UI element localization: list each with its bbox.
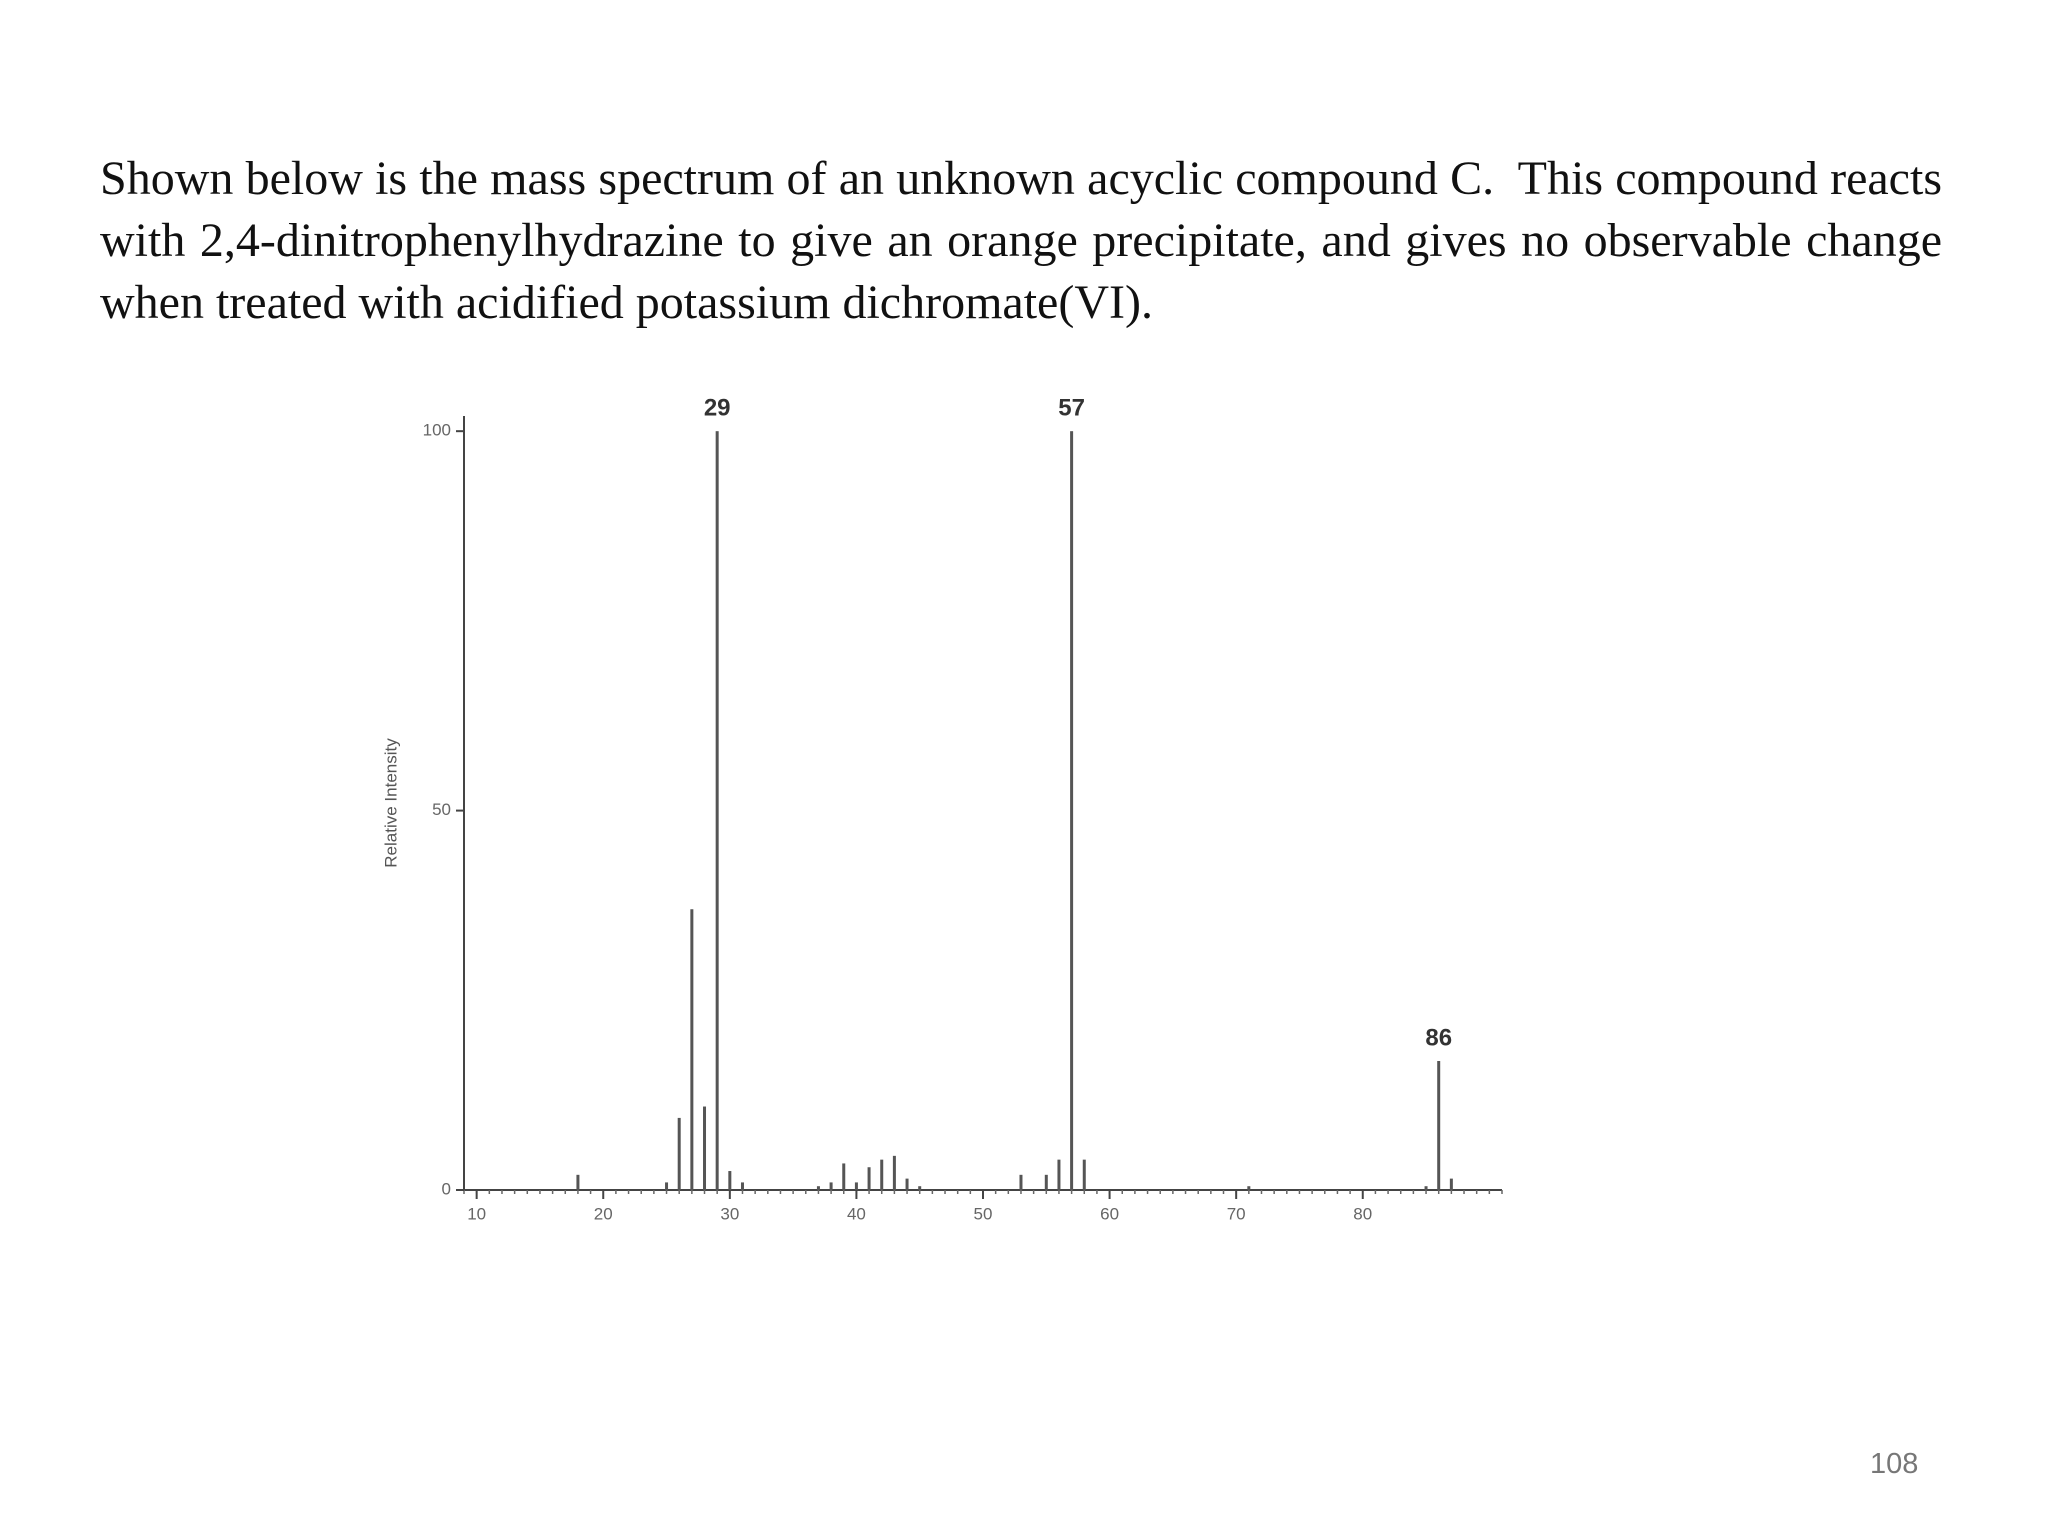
x-tick-label: 50: [974, 1204, 993, 1223]
peak: [880, 1159, 884, 1190]
peak: [854, 1182, 858, 1190]
peak: [918, 1186, 922, 1190]
x-tick-label: 20: [594, 1204, 613, 1223]
y-tick-label: 50: [432, 800, 451, 819]
x-tick-label: 60: [1100, 1204, 1119, 1223]
peak: [1019, 1174, 1023, 1190]
peak: [1247, 1186, 1251, 1190]
peak: [829, 1182, 833, 1190]
peak: [1082, 1159, 1086, 1190]
peak-label: 57: [1058, 395, 1085, 422]
x-tick-label: 30: [720, 1204, 739, 1223]
peak: [690, 909, 694, 1190]
peak: [1424, 1186, 1428, 1190]
peak: [1437, 1061, 1441, 1190]
question-text: Shown below is the mass spectrum of an u…: [100, 152, 1954, 329]
x-tick-label: 40: [847, 1204, 866, 1223]
page-number: 108: [1870, 1448, 1919, 1480]
peak: [842, 1163, 846, 1190]
peak: [1070, 431, 1074, 1190]
peak: [1057, 1159, 1061, 1190]
peak: [703, 1106, 707, 1190]
y-tick-label: 100: [423, 421, 451, 440]
peak: [816, 1186, 820, 1190]
peak: [677, 1117, 681, 1190]
x-tick-label: 80: [1353, 1204, 1372, 1223]
x-tick-label: 70: [1227, 1204, 1246, 1223]
peak: [867, 1167, 871, 1190]
y-tick-label: 0: [442, 1179, 451, 1198]
y-axis-label: Relative Intensity: [381, 738, 400, 868]
peak: [665, 1182, 669, 1190]
x-tick-label: 10: [467, 1204, 486, 1223]
peak: [576, 1174, 580, 1190]
peak: [1449, 1178, 1453, 1190]
peak: [740, 1182, 744, 1190]
peak-label: 29: [704, 395, 731, 422]
peak: [905, 1178, 909, 1190]
peak: [715, 431, 719, 1190]
peak: [892, 1155, 896, 1190]
peak-label: 86: [1425, 1024, 1452, 1051]
peak: [1044, 1174, 1048, 1190]
peak: [728, 1171, 732, 1190]
